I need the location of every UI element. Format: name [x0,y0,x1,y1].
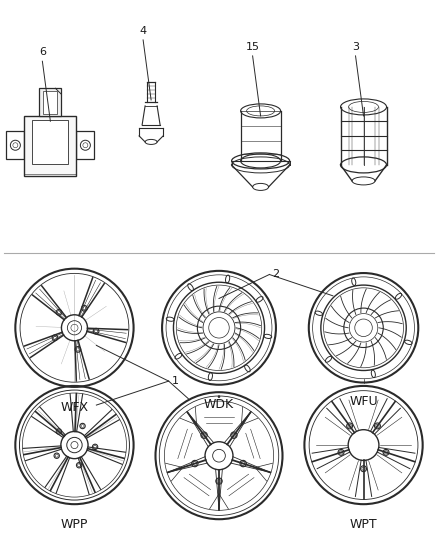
Text: 6: 6 [39,47,46,57]
Bar [7,131,25,159]
Text: 1: 1 [172,376,179,386]
Bar [43,91,57,114]
Text: WDK: WDK [204,398,234,411]
Circle shape [218,395,220,398]
Text: WPP: WPP [61,518,88,531]
Bar [32,120,68,164]
Text: WFU: WFU [349,394,378,408]
Text: 2: 2 [272,270,279,279]
Bar [76,131,94,159]
Bar [39,88,61,116]
Bar [25,116,76,176]
Text: WFX: WFX [60,401,88,414]
Text: 15: 15 [246,42,260,52]
Text: WPT: WPT [350,518,378,531]
Text: 3: 3 [352,42,359,52]
Text: 4: 4 [140,26,147,36]
